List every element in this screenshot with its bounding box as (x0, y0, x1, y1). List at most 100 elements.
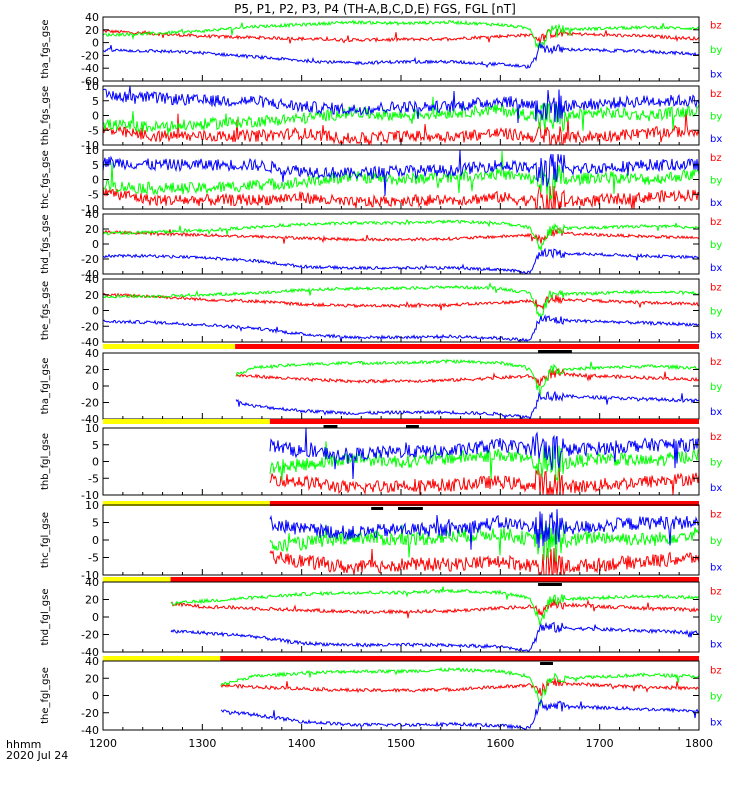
mode-bar-fast (220, 656, 700, 661)
legend-the_fgs_gse-by: by (710, 307, 722, 318)
legend-thb_fgl_gse-bx: bx (710, 483, 722, 494)
legend-tha_fgl_gse-by: by (710, 382, 722, 393)
legend-thb_fgs_gse-bx: bx (710, 134, 722, 145)
x-tick-label: 1500 (387, 737, 415, 750)
y-tick-label: -5 (88, 124, 99, 137)
y-tick-label: 20 (85, 672, 99, 685)
legend-the_fgl_gse-by: by (710, 692, 722, 703)
legend-tha_fgs_gse-bx: bx (710, 69, 722, 80)
legend-thd_fgl_gse-bz: bz (710, 586, 722, 597)
y-tick-label: -40 (81, 268, 99, 281)
series-line-thb_fgs_gse-by (102, 96, 700, 136)
legend-thd_fgs_gse-bz: bz (710, 217, 722, 228)
y-tick-label: 0 (92, 37, 99, 50)
series-line-the_fgs_gse-bz (102, 292, 700, 311)
y-tick-label: 40 (85, 655, 99, 668)
y-tick-label: 40 (85, 347, 99, 360)
y-tick-label: -5 (88, 472, 99, 485)
y-tick-label: -10 (81, 489, 99, 502)
y-axis-label-thb_fgl_gse: thb_fgl_gse (40, 433, 51, 490)
mode-bar-slow (103, 344, 236, 349)
y-tick-label: -20 (81, 49, 99, 62)
legend-the_fgl_gse-bx: bx (710, 718, 722, 729)
mode-bar-fast (235, 344, 699, 349)
series-line-tha_fgl_gse-bx (235, 391, 700, 420)
series-line-tha_fgl_gse-bz (235, 367, 700, 387)
x-tick-label: 1200 (89, 737, 117, 750)
legend-tha_fgs_gse-by: by (710, 45, 722, 56)
x-tick-label: 1600 (486, 737, 514, 750)
legend-thd_fgl_gse-by: by (710, 613, 722, 624)
y-axis-label-thd_fgs_gse: thd_fgs_gse (40, 214, 51, 273)
x-tick-label: 1800 (685, 737, 713, 750)
series-line-thd_fgl_gse-bz (170, 598, 699, 619)
y-tick-label: -20 (81, 253, 99, 266)
y-tick-label: -10 (81, 139, 99, 152)
panels: bzbybx40200-20-40-60tha_fgs_gsebzbybx105… (40, 11, 722, 737)
y-tick-label: 0 (92, 611, 99, 624)
series-line-thc_fgl_gse-by (269, 522, 700, 563)
series-line-the_fgs_gse-by (102, 281, 700, 320)
y-tick-label: 0 (92, 110, 99, 123)
y-tick-label: 5 (92, 95, 99, 108)
mode-bar-fast (170, 577, 700, 582)
mode-bar-slow (103, 419, 270, 424)
y-tick-label: 10 (85, 144, 99, 157)
y-tick-label: 0 (92, 534, 99, 547)
legend-thb_fgl_gse-by: by (710, 458, 722, 469)
legend-the_fgl_gse-bz: bz (710, 665, 722, 676)
legend-thb_fgl_gse-bz: bz (710, 432, 722, 443)
y-tick-label: 10 (85, 80, 99, 93)
legend-thd_fgs_gse-by: by (710, 240, 722, 251)
y-tick-label: 0 (92, 380, 99, 393)
legend-tha_fgl_gse-bx: bx (710, 407, 722, 418)
y-tick-label: -60 (81, 75, 99, 88)
y-tick-label: 5 (92, 517, 99, 530)
y-tick-label: -40 (81, 724, 99, 737)
series-line-thd_fgs_gse-bz (102, 228, 700, 244)
x-tick-label: 1300 (188, 737, 216, 750)
legend-thc_fgs_gse-bx: bx (710, 198, 722, 209)
y-tick-label: 20 (85, 223, 99, 236)
y-tick-label: -40 (81, 336, 99, 349)
y-axis-label-thb_fgs_gse: thb_fgs_gse (40, 86, 51, 145)
y-tick-label: -20 (81, 320, 99, 333)
mode-flag-0 (323, 425, 338, 428)
y-tick-label: -40 (81, 62, 99, 75)
panel-the_fgs_gse: bz by bx 40 20 0 -20 -40 the_fgs_gse (40, 273, 722, 349)
panel-thd_fgs_gse: bz by bx 40 20 0 -20 -40 thd_fgs_gse (40, 208, 722, 281)
y-tick-label: 40 (85, 576, 99, 589)
legend-tha_fgl_gse-bz: bz (710, 357, 722, 368)
y-tick-label: -20 (81, 397, 99, 410)
x-tick-label: 1400 (288, 737, 316, 750)
panel-thc_fgl_gse: bz by bx 10 5 0 -5 -10 thc_fgl_gse (40, 499, 722, 582)
series-line-thb_fgl_gse-bx (269, 427, 700, 480)
chart-title: P5, P1, P2, P3, P4 (TH-A,B,C,D,E) FGS, F… (234, 2, 516, 16)
series-line-the_fgl_gse-bx (220, 698, 700, 731)
panel-the_fgl_gse: bz by bx 40 20 0 -20 -40 the_fgl_gse (40, 655, 722, 737)
y-tick-label: 20 (85, 594, 99, 607)
y-tick-label: -40 (81, 413, 99, 426)
legend-thc_fgs_gse-by: by (710, 176, 722, 187)
panel-frame (102, 352, 700, 420)
y-tick-label: 0 (92, 174, 99, 187)
y-tick-label: 0 (92, 305, 99, 318)
series-line-tha_fgs_gse-bx (102, 41, 700, 69)
mode-flag-0 (538, 583, 562, 586)
legend-thd_fgl_gse-bx: bx (710, 640, 722, 651)
y-tick-label: 10 (85, 422, 99, 435)
legend-thc_fgs_gse-bz: bz (710, 153, 722, 164)
x-axis-label-date: 2020 Jul 24 (6, 749, 68, 762)
y-axis-label-thc_fgl_gse: thc_fgl_gse (40, 512, 51, 568)
series-line-thd_fgs_gse-by (102, 218, 700, 251)
y-tick-label: -5 (88, 552, 99, 565)
series-line-thd_fgl_gse-by (170, 586, 700, 626)
series-line-thb_fgl_gse-bz (269, 457, 700, 496)
y-tick-label: -40 (81, 646, 99, 659)
series-line-thd_fgl_gse-bx (170, 621, 700, 652)
y-tick-label: -20 (81, 707, 99, 720)
series-line-thc_fgs_gse-bx (102, 149, 700, 196)
